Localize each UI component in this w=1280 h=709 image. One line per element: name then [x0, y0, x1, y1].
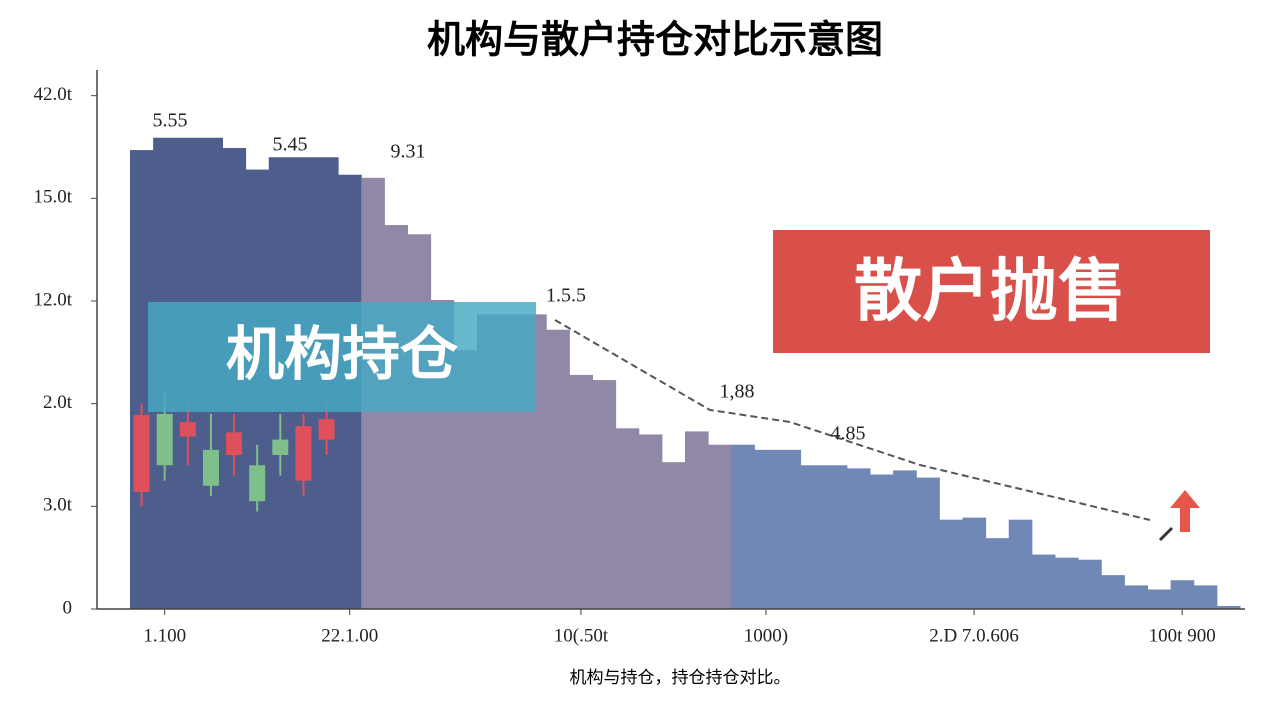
- candle-body: [202, 449, 219, 486]
- bar: [453, 350, 478, 609]
- bar: [130, 150, 154, 609]
- bar: [1124, 585, 1148, 609]
- bar: [1008, 519, 1033, 609]
- x-tick-label: 1000): [744, 625, 788, 646]
- annotation: 5.55: [153, 110, 188, 132]
- bar: [777, 449, 802, 609]
- bar: [731, 444, 755, 609]
- y-tick-label: 3.0t: [43, 495, 73, 516]
- bar: [962, 517, 987, 609]
- bar: [407, 234, 432, 609]
- candle-body: [226, 432, 243, 455]
- y-tick-label: 2.0t: [43, 392, 73, 413]
- bar: [1055, 557, 1079, 609]
- up-arrow: [1170, 490, 1200, 532]
- institution-label: 机构持仓: [226, 320, 459, 388]
- bar: [685, 431, 709, 609]
- trend-line: [554, 319, 1151, 521]
- bar: [823, 465, 848, 609]
- bar: [615, 428, 640, 609]
- candle-body: [179, 422, 196, 437]
- retail-box: [773, 230, 1210, 353]
- bar: [384, 225, 408, 609]
- annotation: 9.31: [391, 141, 426, 163]
- annotation: 1,88: [720, 381, 755, 403]
- bar: [870, 474, 894, 609]
- annotation: 1.5.5: [546, 285, 586, 307]
- x-tick-label: 1.100: [143, 625, 186, 646]
- bar: [708, 444, 732, 609]
- bar: [800, 465, 825, 609]
- candle-body: [272, 439, 289, 455]
- y-tick-label: 12.0t: [33, 289, 72, 310]
- trend-mark: [1158, 526, 1174, 542]
- candle-body: [133, 414, 150, 492]
- bar: [1078, 559, 1102, 609]
- bar: [846, 468, 871, 609]
- bar: [569, 374, 593, 609]
- bar: [893, 470, 917, 609]
- bar: [1193, 585, 1218, 609]
- chart-title: 机构与散户持仓对比示意图: [427, 18, 883, 62]
- x-tick-label: 2.D 7.0.606: [929, 625, 1019, 646]
- x-tick-label: 22.1.00: [321, 625, 378, 646]
- annotation: 5.45: [273, 134, 308, 156]
- candle-body: [318, 419, 335, 440]
- bar: [1170, 580, 1195, 609]
- caption: 机构与持仓，持仓持仓对比。: [570, 668, 791, 688]
- y-tick-label: 42.0t: [33, 84, 72, 105]
- bar: [638, 434, 663, 609]
- bar: [1031, 554, 1056, 609]
- bar: [1101, 575, 1125, 609]
- bar: [546, 329, 570, 609]
- y-tick-label: 0: [63, 597, 73, 618]
- retail-label: 散户抛售: [854, 253, 1126, 332]
- bar: [939, 519, 963, 609]
- bar: [1147, 589, 1172, 609]
- candle-body: [249, 465, 266, 502]
- bar: [916, 477, 940, 609]
- bar: [592, 380, 617, 609]
- bar: [754, 449, 778, 609]
- bar: [1216, 605, 1241, 609]
- y-tick-label: 15.0t: [33, 187, 72, 208]
- candle-body: [295, 426, 312, 481]
- bar: [661, 462, 686, 609]
- x-tick-label: 100t 900: [1149, 625, 1216, 646]
- institution-box: [148, 302, 536, 412]
- annotation: 4.85: [831, 423, 866, 445]
- bar: [985, 538, 1010, 609]
- candle-body: [156, 413, 173, 466]
- x-tick-label: 10(.50t: [554, 625, 609, 646]
